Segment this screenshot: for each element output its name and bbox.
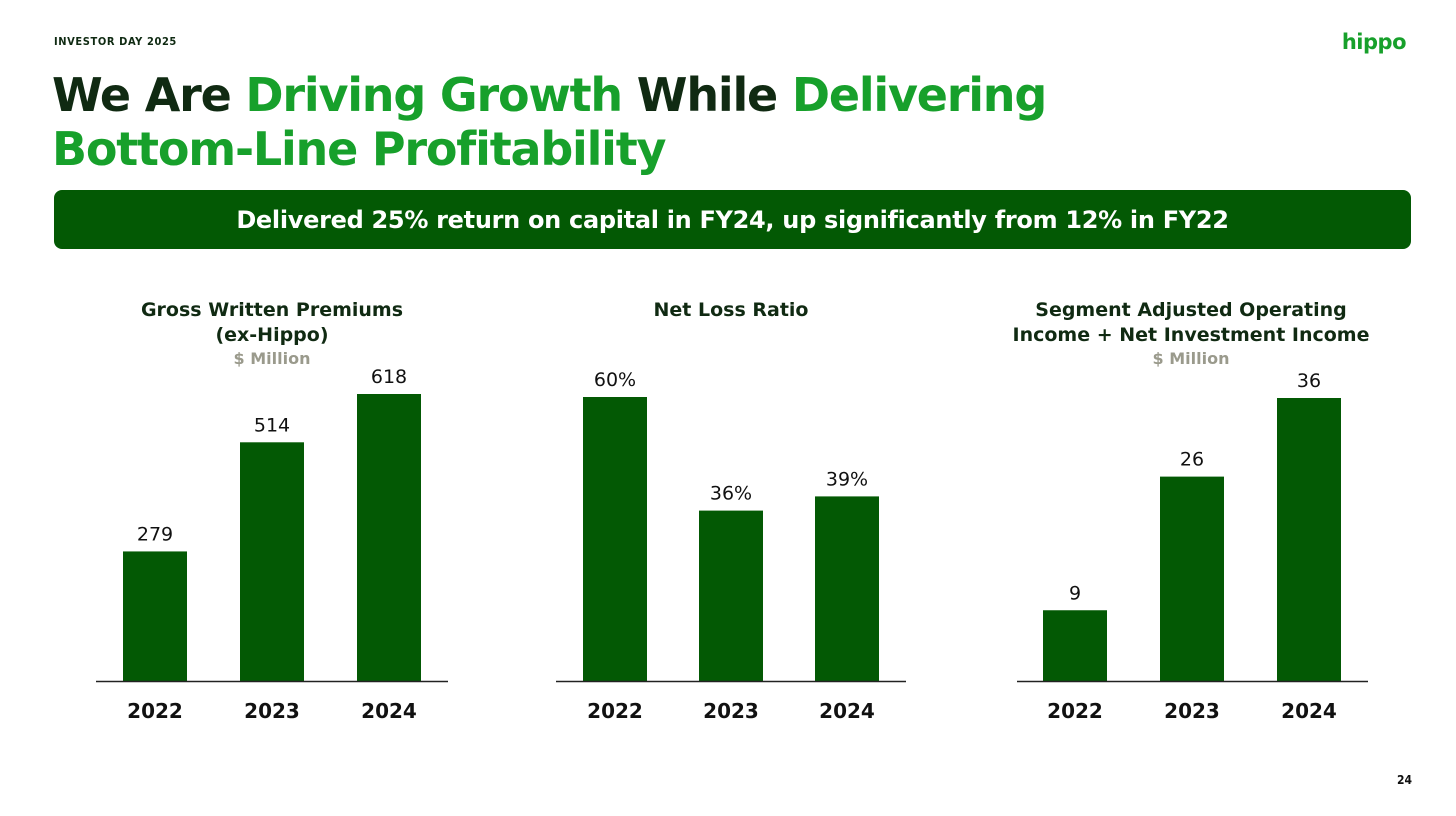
chart-3-title-line-2: Income + Net Investment Income [1013,324,1370,346]
chart-2-bar-2024 [815,496,879,681]
chart-3-unit-label: $ Million [1153,349,1230,368]
page-title: We Are Driving Growth While Delivering B… [52,68,1152,176]
chart-1-bar-2022 [123,551,187,681]
chart-2-x-tick-2023: 2023 [703,699,759,723]
event-label: INVESTOR DAY 2025 [54,35,177,48]
chart-3-value-label-2024: 36 [1297,370,1321,392]
chart-3-title-line-1: Segment Adjusted Operating [1035,299,1346,321]
chart-2-bar-2022 [583,397,647,681]
chart-1-unit-label: $ Million [234,349,311,368]
chart-3-bar-2024 [1277,398,1341,681]
chart-1-value-label-2024: 618 [371,366,407,388]
title-segment-1: We Are [52,68,246,122]
return-on-capital-banner: Delivered 25% return on capital in FY24,… [54,190,1411,249]
chart-2-value-label-2023: 36% [710,483,752,505]
chart-2-bar-2023 [699,510,763,681]
chart-2-value-label-2022: 60% [594,369,636,391]
chart-1-x-tick-2023: 2023 [244,699,300,723]
page-number: 24 [1396,773,1412,787]
chart-3-x-tick-2023: 2023 [1164,699,1220,723]
chart-1-value-label-2022: 279 [137,523,173,545]
chart-1-value-label-2023: 514 [254,414,290,436]
title-segment-3: While [621,68,792,122]
chart-1-title-line-1: Gross Written Premiums [141,299,403,321]
hippo-logo: hippo [1341,30,1407,54]
chart-2-title-line-1: Net Loss Ratio [654,299,809,321]
chart-2-x-tick-2022: 2022 [587,699,643,723]
title-segment-4: Delivering [791,68,1047,122]
chart-3-x-tick-2022: 2022 [1047,699,1103,723]
chart-1-bar-2023 [240,442,304,681]
chart-1-title-line-2: (ex-Hippo) [215,324,328,346]
chart-3-value-label-2023: 26 [1180,449,1204,471]
title-segment-2: Driving Growth [245,68,623,122]
chart-3-value-label-2022: 9 [1069,582,1081,604]
chart-3-x-tick-2024: 2024 [1281,699,1337,723]
title-segment-5: Bottom-Line Profitability [52,122,667,176]
chart-2-x-tick-2024: 2024 [819,699,875,723]
chart-1-bar-2024 [357,394,421,681]
chart-1-x-tick-2024: 2024 [361,699,417,723]
chart-3-bar-2023 [1160,476,1224,681]
banner-text: Delivered 25% return on capital in FY24,… [236,205,1229,234]
chart-2-value-label-2024: 39% [826,468,868,490]
chart-1-x-tick-2022: 2022 [127,699,183,723]
chart-3-bar-2022 [1043,610,1107,681]
